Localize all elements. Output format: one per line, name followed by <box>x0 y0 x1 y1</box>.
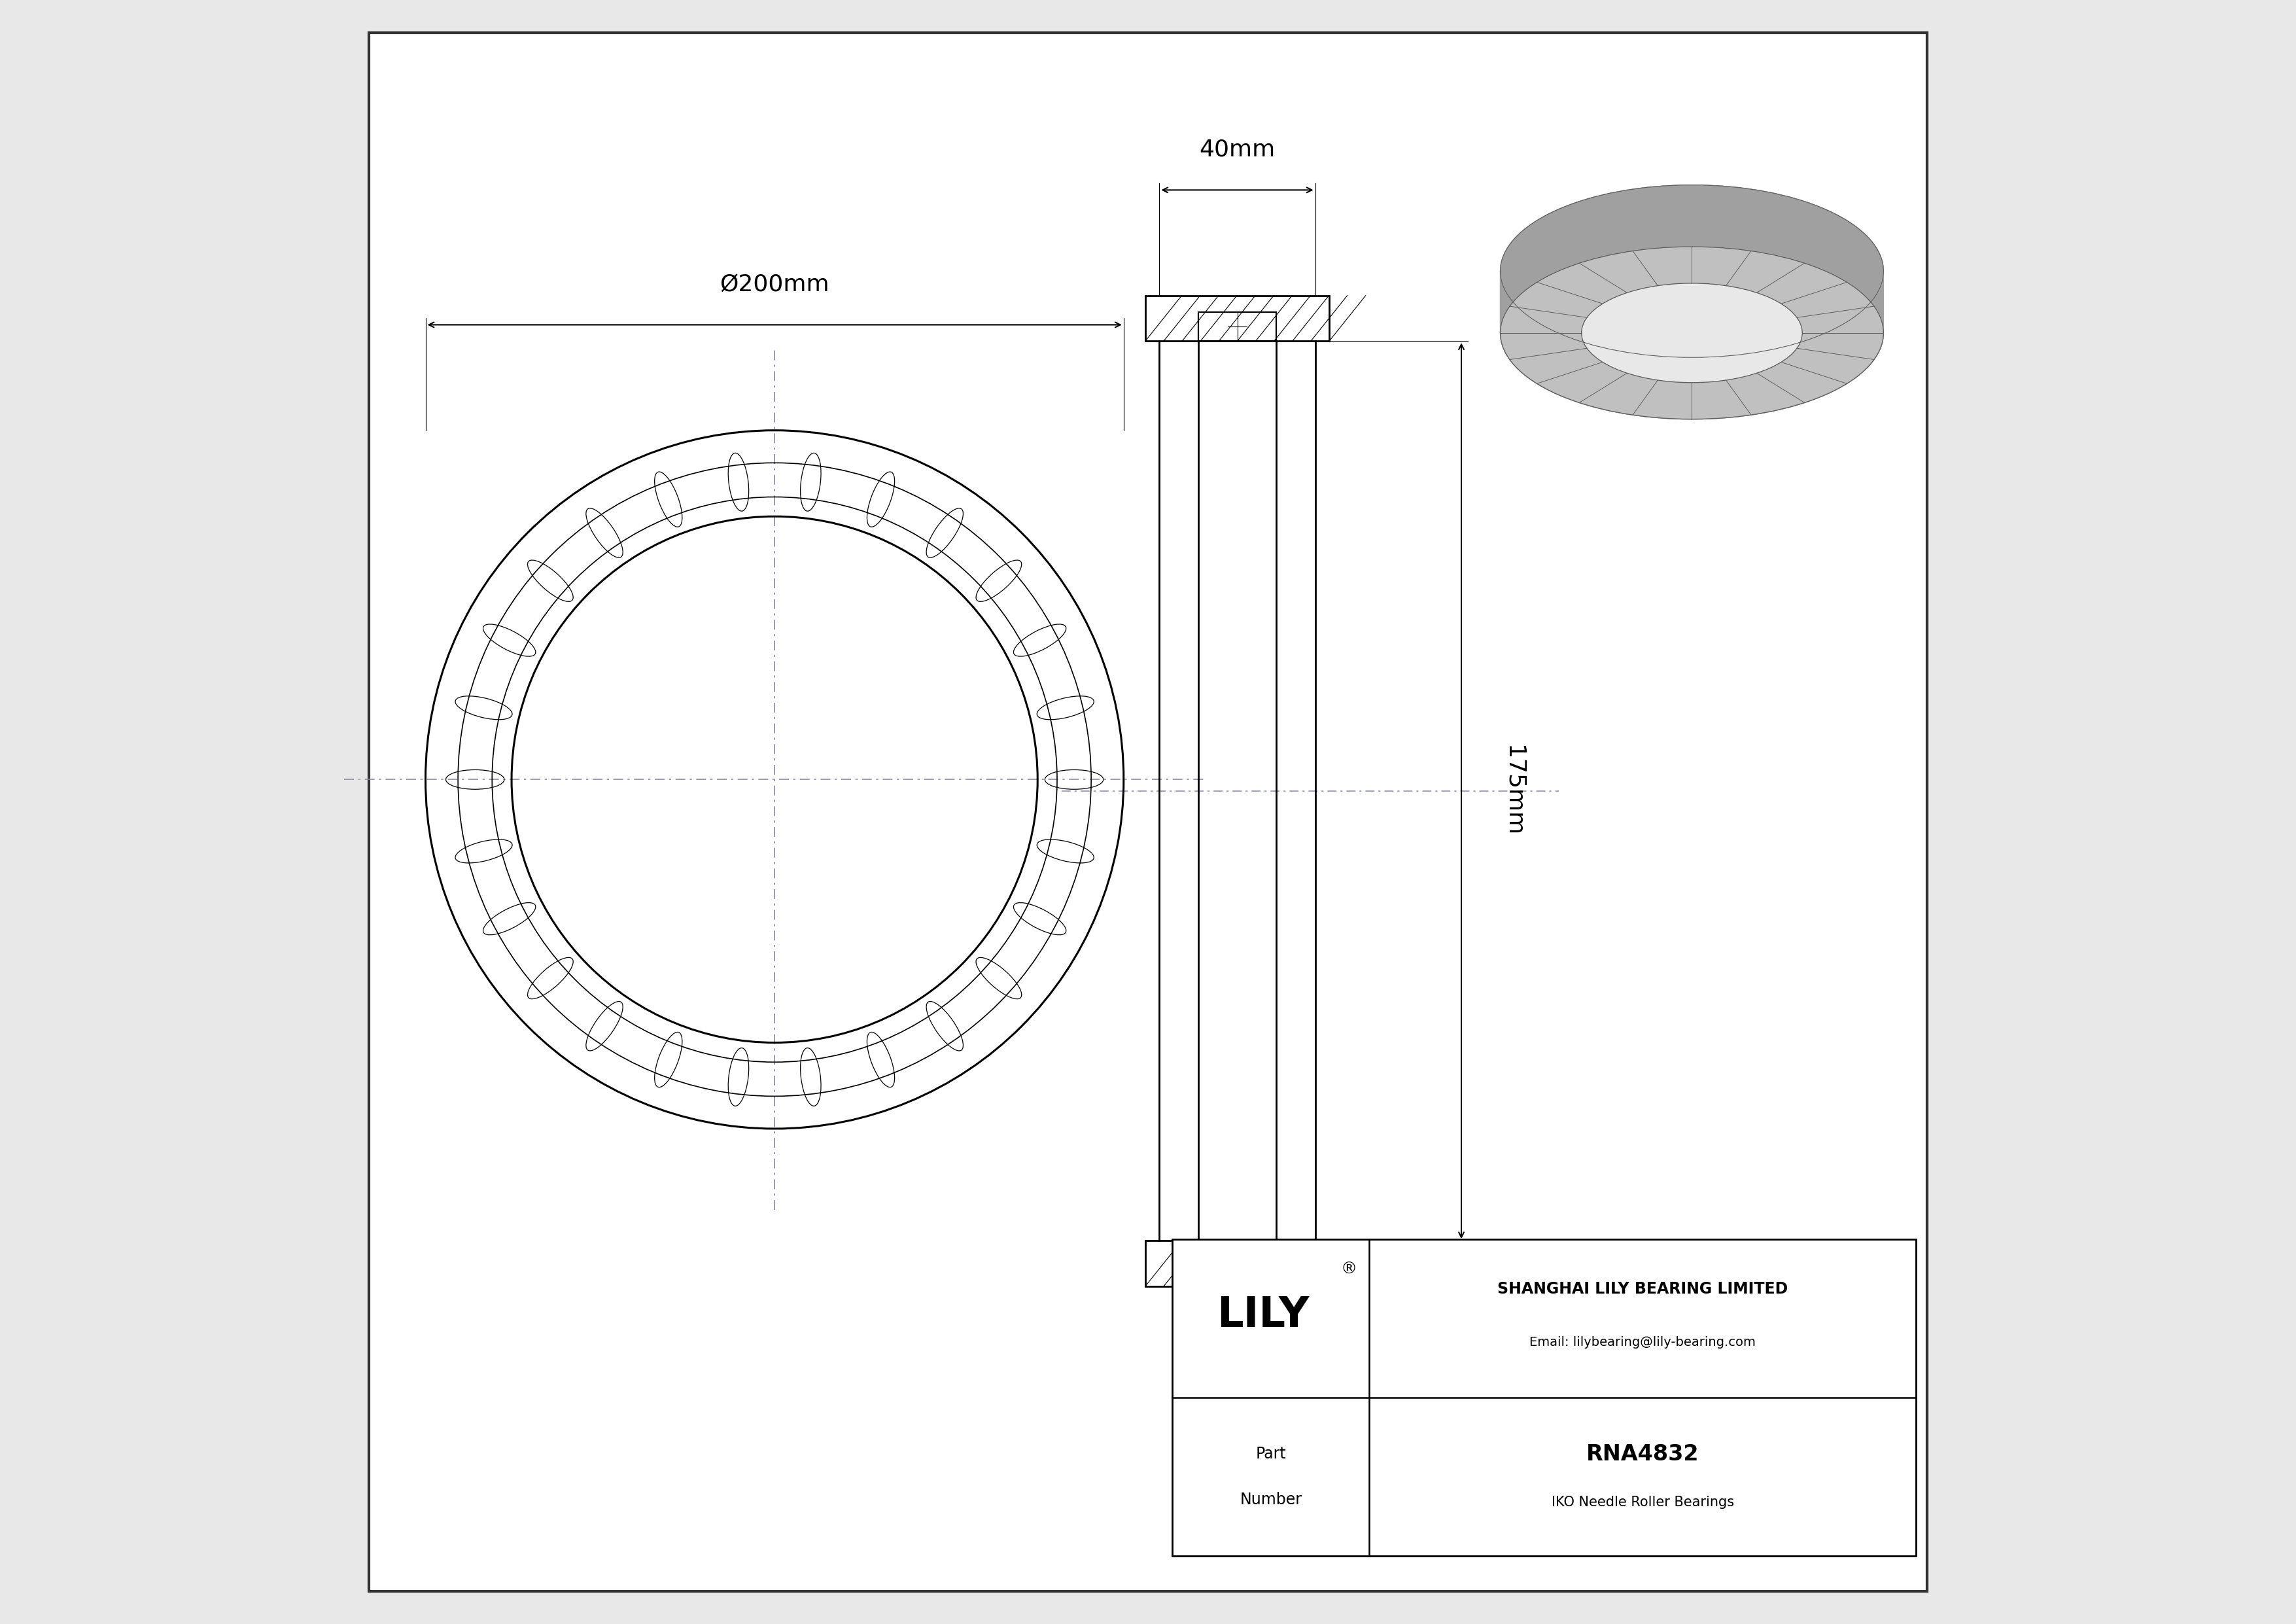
Text: 40mm: 40mm <box>1199 138 1274 161</box>
Polygon shape <box>1582 271 1802 383</box>
Text: Email: lilybearing@lily-bearing.com: Email: lilybearing@lily-bearing.com <box>1529 1337 1756 1350</box>
Ellipse shape <box>1499 185 1883 357</box>
Text: 175mm: 175mm <box>1502 745 1525 836</box>
Text: IKO Needle Roller Bearings: IKO Needle Roller Bearings <box>1552 1496 1733 1509</box>
Text: Part: Part <box>1256 1445 1286 1462</box>
Text: RNA4832: RNA4832 <box>1587 1444 1699 1465</box>
Text: LILY: LILY <box>1217 1294 1309 1335</box>
Polygon shape <box>1499 271 1883 419</box>
Bar <box>1199 312 1277 341</box>
Text: ®: ® <box>1341 1262 1357 1278</box>
Text: Ø200mm: Ø200mm <box>719 273 829 296</box>
Ellipse shape <box>1582 221 1802 322</box>
Ellipse shape <box>1582 283 1802 383</box>
Bar <box>1173 1239 1915 1556</box>
Text: SHANGHAI LILY BEARING LIMITED: SHANGHAI LILY BEARING LIMITED <box>1497 1281 1789 1298</box>
Bar <box>1146 1241 1329 1286</box>
Bar <box>1199 1241 1277 1270</box>
Text: Number: Number <box>1240 1491 1302 1507</box>
Polygon shape <box>1499 185 1883 333</box>
Bar <box>1146 296 1329 341</box>
Ellipse shape <box>1499 247 1883 419</box>
